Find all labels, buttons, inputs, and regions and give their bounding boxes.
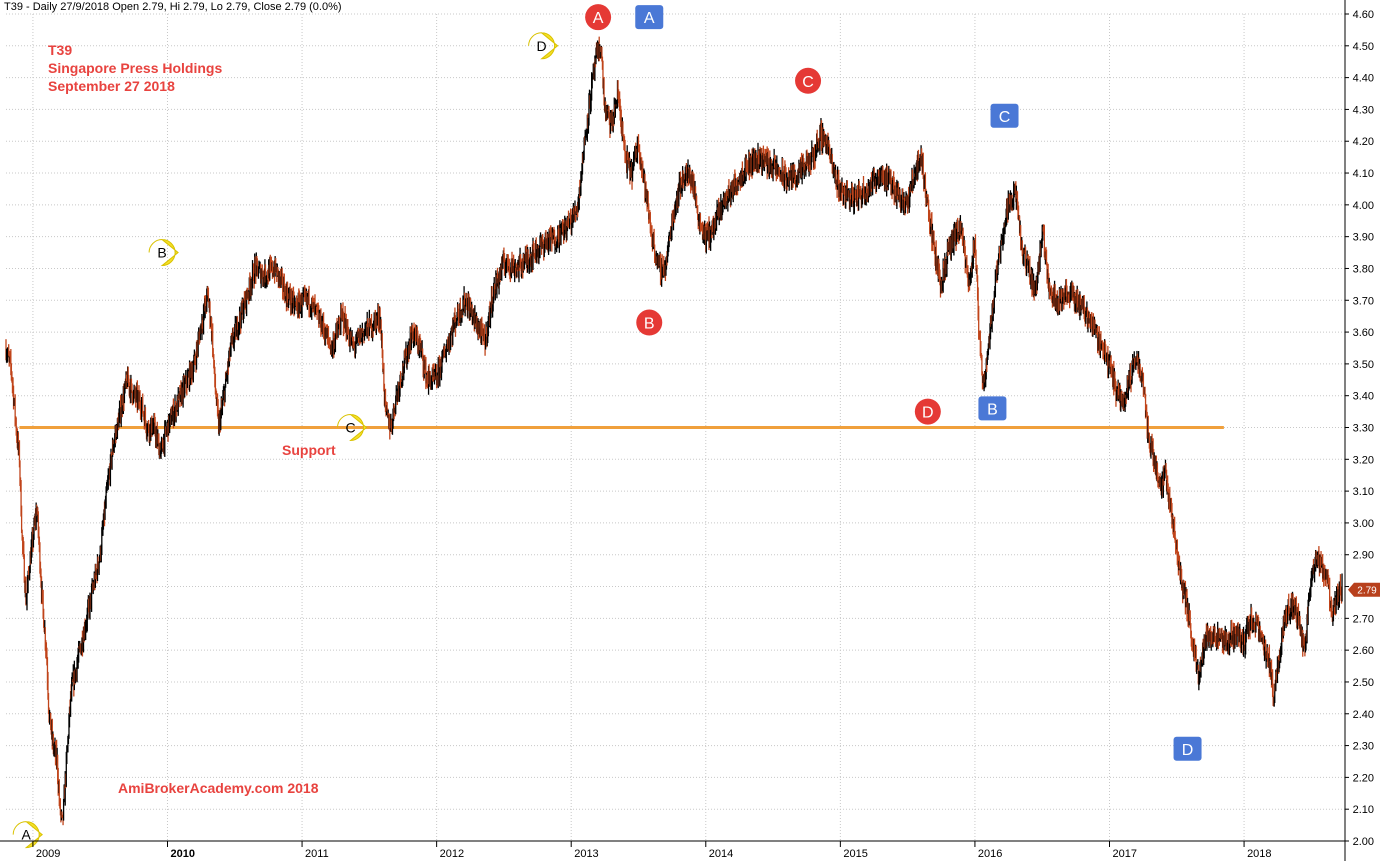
yellow-wave-marker-label: C [345, 420, 355, 436]
y-tick-label: 3.70 [1353, 295, 1374, 307]
y-tick-label: 2.20 [1353, 772, 1374, 784]
y-tick-label: 3.50 [1353, 359, 1374, 371]
blue-wave-marker [990, 103, 1019, 128]
x-tick-label: 2013 [574, 848, 598, 860]
x-tick-label: 2015 [843, 848, 867, 860]
wave-markers: A B C D A B C D A C B D [12, 4, 1202, 849]
red-wave-marker-label: C [802, 74, 814, 91]
y-tick-label: 4.40 [1353, 73, 1374, 85]
x-tick-label: 2009 [36, 848, 60, 860]
y-tick-label: 2.40 [1353, 709, 1374, 721]
last-price-badge [1348, 582, 1380, 597]
y-tick-label: 4.10 [1353, 168, 1374, 180]
x-tick-label: 2017 [1112, 848, 1136, 860]
red-wave-marker-label: A [593, 10, 604, 27]
chart-title-block: T39 Singapore Press Holdings September 2… [48, 41, 222, 95]
y-tick-label: 3.00 [1353, 518, 1374, 530]
yellow-wave-marker [148, 239, 179, 267]
blue-wave-marker-label: B [987, 401, 998, 418]
y-tick-label: 4.20 [1353, 136, 1374, 148]
blue-wave-marker [635, 5, 664, 30]
y-tick-label: 4.50 [1353, 41, 1374, 53]
red-wave-marker-label: D [922, 405, 934, 422]
date-label: September 27 2018 [48, 78, 175, 94]
x-tick-label: 2016 [978, 848, 1002, 860]
y-tick-label: 2.10 [1353, 804, 1374, 816]
x-tick-label: 2014 [709, 848, 733, 860]
red-wave-marker [795, 67, 822, 94]
last-price-label: 2.79 [1357, 586, 1377, 597]
x-tick-label: 2011 [305, 848, 329, 860]
y-tick-label: 4.00 [1353, 200, 1374, 212]
blue-wave-marker-label: D [1182, 742, 1194, 759]
yellow-wave-marker-label: A [22, 827, 32, 843]
red-wave-marker [636, 309, 663, 336]
y-tick-label: 2.00 [1353, 836, 1374, 848]
y-tick-label: 3.80 [1353, 263, 1374, 275]
yellow-wave-marker [337, 413, 368, 442]
x-tick-label: 2010 [170, 848, 194, 860]
y-tick-label: 2.70 [1353, 613, 1374, 625]
company-label: Singapore Press Holdings [48, 60, 223, 76]
y-tick-label: 2.30 [1353, 741, 1374, 753]
y-tick-label: 4.30 [1353, 104, 1374, 116]
ticker-label: T39 [48, 42, 73, 58]
x-tick-label: 2018 [1247, 848, 1271, 860]
watermark: AmiBrokerAcademy.com 2018 [118, 780, 319, 796]
red-wave-marker [914, 398, 941, 425]
price-series [5, 36, 1343, 826]
yellow-wave-marker-label: B [157, 245, 166, 261]
red-wave-marker [585, 4, 612, 31]
quote-header: T39 - Daily 27/9/2018 Open 2.79, Hi 2.79… [4, 1, 342, 13]
y-tick-label: 2.60 [1353, 645, 1374, 657]
yellow-wave-marker [528, 32, 559, 60]
red-wave-marker-label: B [644, 316, 655, 333]
y-tick-label: 2.50 [1353, 677, 1374, 689]
y-tick-label: 3.20 [1353, 454, 1374, 466]
blue-wave-marker-label: A [644, 10, 655, 27]
y-tick-label: 4.60 [1353, 9, 1374, 21]
y-tick-label: 3.40 [1353, 391, 1374, 403]
y-tick-label: 2.90 [1353, 550, 1374, 562]
y-tick-label: 3.60 [1353, 327, 1374, 339]
yellow-wave-marker-label: D [537, 38, 547, 54]
y-tick-label: 3.30 [1353, 423, 1374, 435]
x-tick-label: 2012 [440, 848, 464, 860]
blue-wave-marker-label: C [999, 109, 1011, 126]
support-label: Support [282, 442, 336, 458]
blue-wave-marker [978, 396, 1007, 421]
y-tick-label: 3.10 [1353, 486, 1374, 498]
blue-wave-marker [1173, 736, 1202, 761]
y-tick-label: 3.90 [1353, 232, 1374, 244]
